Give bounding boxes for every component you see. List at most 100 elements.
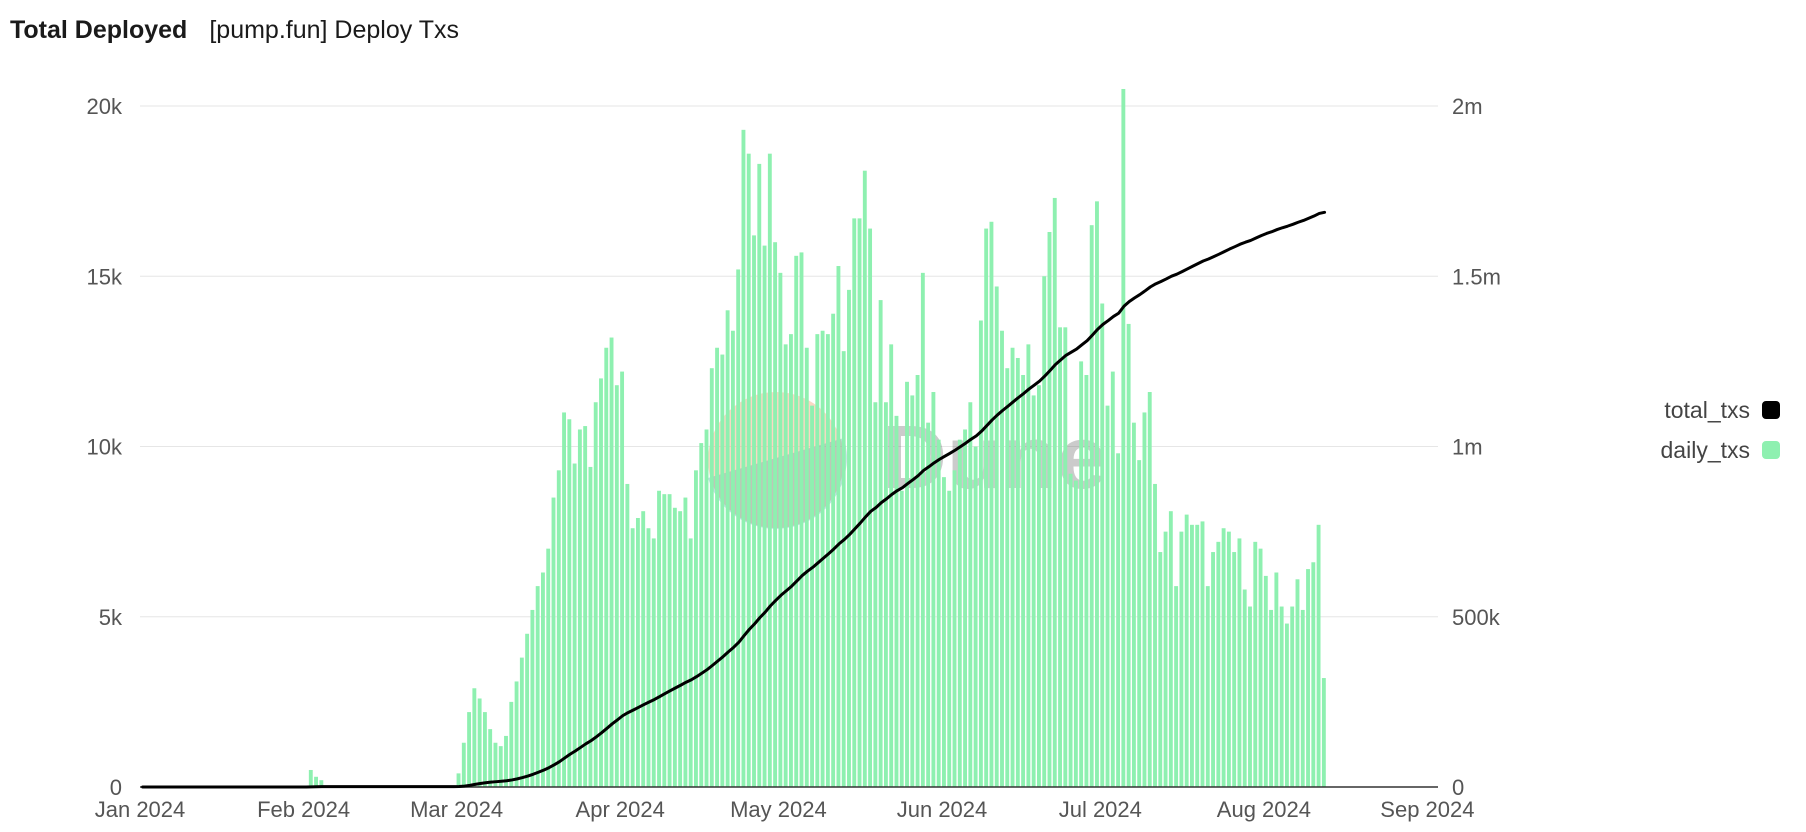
y-right-tick-label: 0 [1452, 775, 1464, 800]
bar-daily-txs [926, 422, 931, 787]
bar-daily-txs [1121, 88, 1126, 788]
y-left-tick-label: 10k [87, 435, 123, 460]
bar-daily-txs [1279, 606, 1284, 787]
bar-daily-txs [1221, 528, 1226, 787]
bar-daily-txs [825, 334, 830, 787]
bar-daily-txs [1063, 327, 1068, 787]
y-right-tick-label: 1.5m [1452, 264, 1501, 289]
bar-daily-txs [635, 518, 640, 787]
bar-daily-txs [482, 712, 487, 787]
bar-daily-txs [509, 701, 514, 788]
bar-daily-txs [1232, 552, 1237, 787]
bar-daily-txs [593, 402, 598, 787]
bar-daily-txs [1195, 524, 1200, 787]
bar-daily-txs [472, 688, 477, 787]
bar-daily-txs [667, 494, 672, 787]
bar-daily-txs [862, 170, 867, 787]
bar-daily-txs [1015, 357, 1020, 787]
bar-daily-txs [1084, 375, 1089, 787]
x-tick-label: Mar 2024 [410, 797, 503, 822]
bar-daily-txs [625, 483, 630, 787]
bar-daily-txs [978, 320, 983, 787]
legend-label: total_txs [1664, 397, 1750, 423]
bar-daily-txs [815, 334, 820, 787]
bar-daily-txs [715, 347, 720, 787]
bar-daily-txs [488, 729, 493, 787]
bar-daily-txs [530, 609, 535, 787]
bar-daily-txs [852, 218, 857, 787]
bar-daily-txs [646, 528, 651, 787]
bar-daily-txs [493, 742, 498, 787]
legend-item-daily-txs[interactable]: daily_txs [1661, 437, 1780, 463]
bar-daily-txs [1168, 511, 1173, 787]
bar-daily-txs [920, 272, 925, 788]
legend-item-total-txs[interactable]: total_txs [1664, 397, 1780, 423]
bar-daily-txs [641, 511, 646, 787]
bar-daily-txs [588, 466, 593, 787]
bar-daily-txs [773, 242, 778, 787]
bar-daily-txs [1047, 231, 1052, 788]
x-tick-label: Sep 2024 [1380, 797, 1474, 822]
bar-daily-txs [1058, 327, 1062, 787]
bar-daily-txs [1131, 422, 1136, 787]
legend-swatch [1762, 401, 1780, 419]
bar-daily-txs [1316, 524, 1321, 787]
bar-daily-txs [1226, 531, 1231, 788]
x-tick-label: Jun 2024 [897, 797, 988, 822]
bar-daily-txs [931, 392, 936, 787]
total-txs-line-group [141, 210, 1327, 789]
bar-daily-txs [1089, 225, 1094, 787]
x-tick-label: Aug 2024 [1217, 797, 1311, 822]
bar-daily-txs [973, 446, 978, 787]
bar-daily-txs [725, 310, 730, 787]
bar-daily-txs [657, 490, 661, 787]
bar-daily-txs [994, 286, 999, 787]
bar-daily-txs [868, 228, 873, 787]
bar-daily-txs [1184, 514, 1189, 787]
bar-daily-txs [556, 470, 561, 787]
bar-daily-txs [883, 402, 888, 787]
y-right-tick-label: 500k [1452, 605, 1501, 630]
x-tick-label: May 2024 [730, 797, 827, 822]
bar-daily-txs [599, 378, 603, 787]
bar-daily-txs [910, 395, 915, 787]
y-left-tick-label: 15k [87, 264, 123, 289]
bar-daily-txs [847, 289, 851, 787]
bar-daily-txs [583, 426, 588, 787]
bar-daily-txs [778, 272, 783, 788]
bar-daily-txs [1010, 347, 1015, 787]
bar-daily-txs [878, 300, 883, 787]
y-left-tick-label: 20k [87, 94, 123, 119]
bar-daily-txs [514, 681, 519, 787]
bar-daily-txs [1321, 678, 1326, 787]
bar-daily-txs [308, 769, 313, 787]
bar-daily-txs [1031, 395, 1036, 787]
bar-daily-txs [720, 354, 725, 787]
bar-daily-txs [1190, 524, 1194, 787]
legend[interactable]: total_txs daily_txs [1661, 397, 1780, 463]
bar-daily-txs [1068, 473, 1073, 787]
bar-daily-txs [461, 742, 466, 787]
bar-daily-txs [1079, 361, 1084, 788]
bar-daily-txs [535, 586, 540, 787]
x-tick-label: Jul 2024 [1059, 797, 1142, 822]
bar-daily-txs [504, 735, 508, 787]
chart-title: Total Deployed [10, 15, 188, 44]
x-tick-label: Apr 2024 [576, 797, 665, 822]
bar-daily-txs [678, 511, 683, 787]
bar-daily-txs [699, 443, 704, 787]
bar-daily-txs [1300, 609, 1305, 787]
line-total-txs [141, 210, 1327, 789]
bar-daily-txs [577, 429, 582, 787]
bar-daily-txs [1116, 453, 1121, 787]
y-right-tick-label: 2m [1452, 94, 1483, 119]
bar-daily-txs [1153, 483, 1157, 787]
bar-daily-txs [541, 572, 545, 787]
bar-daily-txs [562, 412, 566, 787]
legend-swatch [1762, 441, 1780, 459]
bar-daily-txs [899, 490, 904, 787]
bar-daily-txs [1284, 623, 1289, 787]
bar-daily-txs [604, 347, 609, 787]
bar-daily-txs [1026, 344, 1031, 787]
bar-daily-txs [963, 429, 967, 787]
